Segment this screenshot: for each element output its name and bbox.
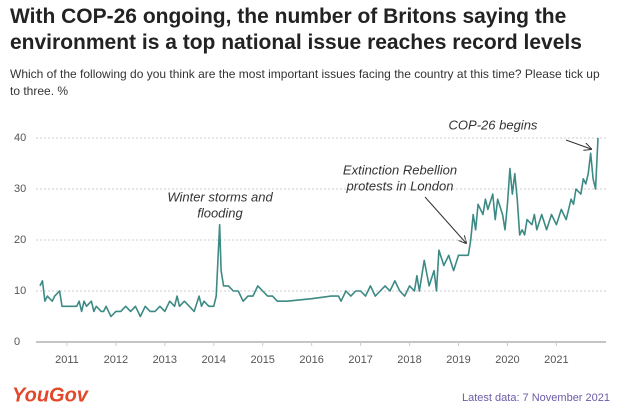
x-tick-label: 2012 [104, 354, 128, 366]
annotation: Extinction Rebellion [343, 162, 457, 177]
annotation-arrow [565, 139, 591, 149]
chart-subtitle: Which of the following do you think are … [10, 67, 600, 98]
x-tick-label: 2020 [495, 354, 519, 366]
x-tick-label: 2021 [544, 354, 568, 366]
annotation-arrow [424, 196, 466, 243]
x-tick-label: 2018 [397, 354, 421, 366]
footer-note: Latest data: 7 November 2021 [462, 392, 610, 404]
annotation: COP-26 begins [449, 117, 538, 132]
x-tick-label: 2015 [250, 354, 274, 366]
annotation: flooding [197, 205, 243, 220]
x-tick-label: 2019 [446, 354, 470, 366]
x-tick-label: 2013 [153, 354, 177, 366]
annotation: Winter storms and [167, 189, 273, 204]
x-tick-label: 2017 [348, 354, 372, 366]
brand-logo: YouGov [12, 384, 90, 406]
y-tick-label: 30 [14, 183, 26, 195]
y-tick-label: 40 [14, 132, 26, 144]
y-tick-label: 10 [14, 285, 26, 297]
chart-title: With COP-26 ongoing, the number of Brito… [10, 5, 582, 54]
line-series [39, 137, 599, 318]
annotation: protests in London [346, 178, 454, 193]
x-tick-label: 2016 [299, 354, 323, 366]
x-tick-label: 2014 [202, 354, 226, 366]
y-tick-label: 0 [14, 336, 20, 348]
x-tick-label: 2011 [55, 354, 79, 366]
y-tick-label: 20 [14, 234, 26, 246]
